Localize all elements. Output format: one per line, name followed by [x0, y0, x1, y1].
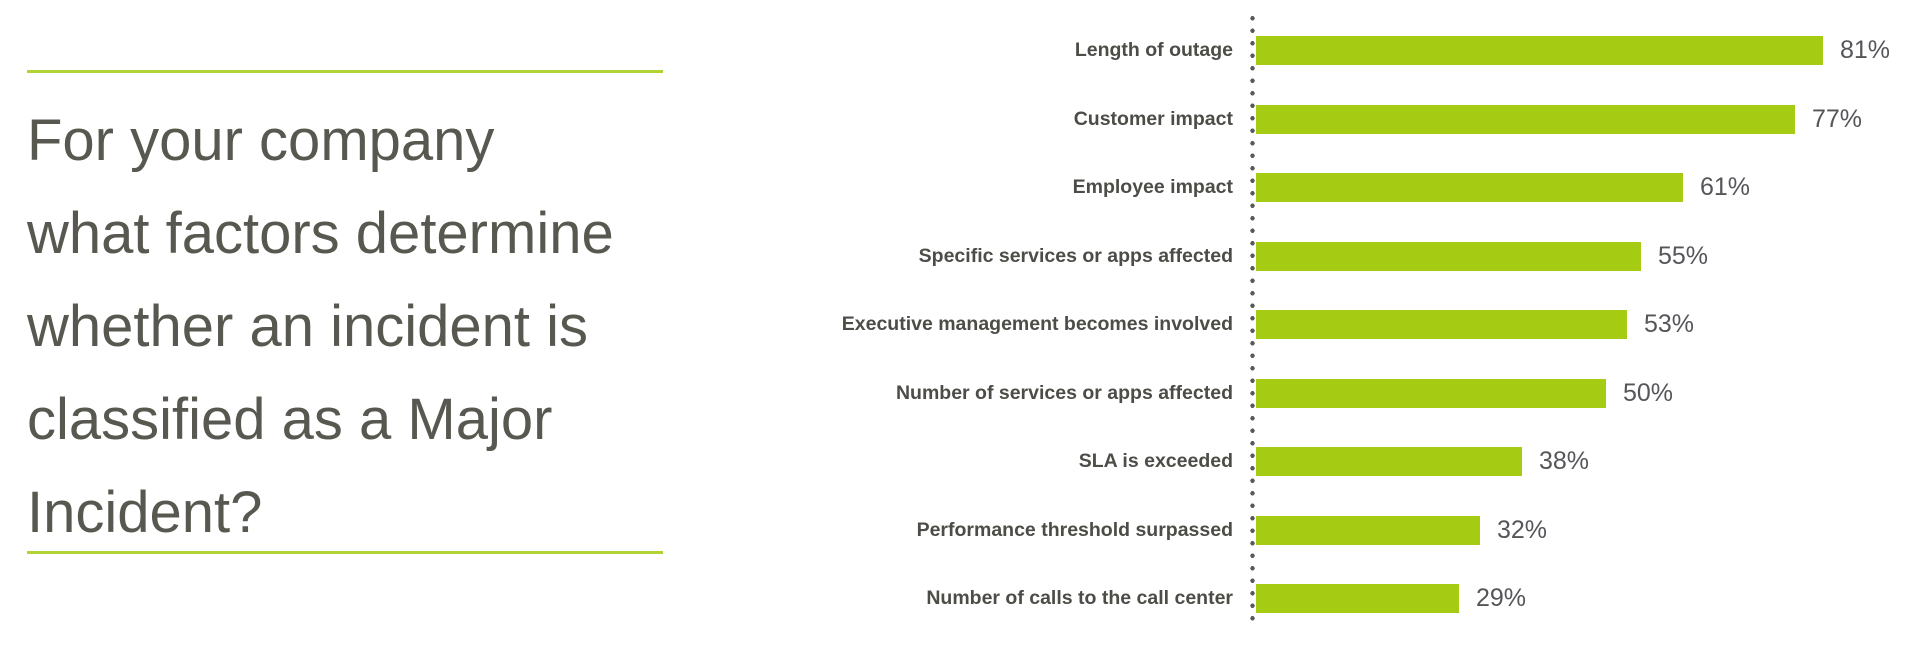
value-label: 32% — [1497, 515, 1548, 544]
bar — [1256, 584, 1459, 613]
value-label: 77% — [1812, 104, 1863, 133]
question-line: classified as a Major — [27, 387, 553, 452]
bar — [1256, 447, 1522, 476]
accent-rule-bottom — [27, 551, 663, 554]
question-line: whether an incident is — [27, 294, 588, 359]
value-label: 55% — [1658, 241, 1709, 270]
value-label: 38% — [1539, 447, 1590, 475]
value-label: 81% — [1840, 36, 1891, 64]
category-label: Length of outage — [1074, 39, 1233, 61]
category-label: Number of services or apps affected — [895, 381, 1233, 404]
category-label: Specific services or apps affected — [918, 244, 1233, 267]
category-label: Employee impact — [1072, 176, 1233, 198]
bar — [1256, 241, 1641, 271]
bar — [1256, 310, 1627, 339]
category-label: Executive management becomes involved — [841, 313, 1233, 335]
value-label: 50% — [1623, 378, 1674, 407]
value-label: 61% — [1700, 173, 1751, 201]
category-label: Number of calls to the call center — [926, 587, 1233, 609]
bar — [1256, 173, 1683, 202]
question-text: For your company what factors determine … — [27, 94, 727, 559]
axis-dotted-line — [1250, 12, 1255, 625]
accent-rule-top — [27, 70, 663, 73]
bar — [1256, 104, 1795, 134]
value-label: 29% — [1476, 584, 1527, 612]
category-label: Performance threshold surpassed — [916, 518, 1233, 541]
bar — [1256, 36, 1823, 65]
bar — [1256, 515, 1480, 545]
bar — [1256, 378, 1606, 408]
category-label: Customer impact — [1073, 107, 1233, 130]
category-label: SLA is exceeded — [1078, 450, 1233, 472]
question-line: what factors determine — [27, 201, 614, 266]
value-label: 53% — [1644, 310, 1695, 338]
question-line: Incident? — [27, 480, 263, 545]
question-line: For your company — [27, 108, 495, 173]
